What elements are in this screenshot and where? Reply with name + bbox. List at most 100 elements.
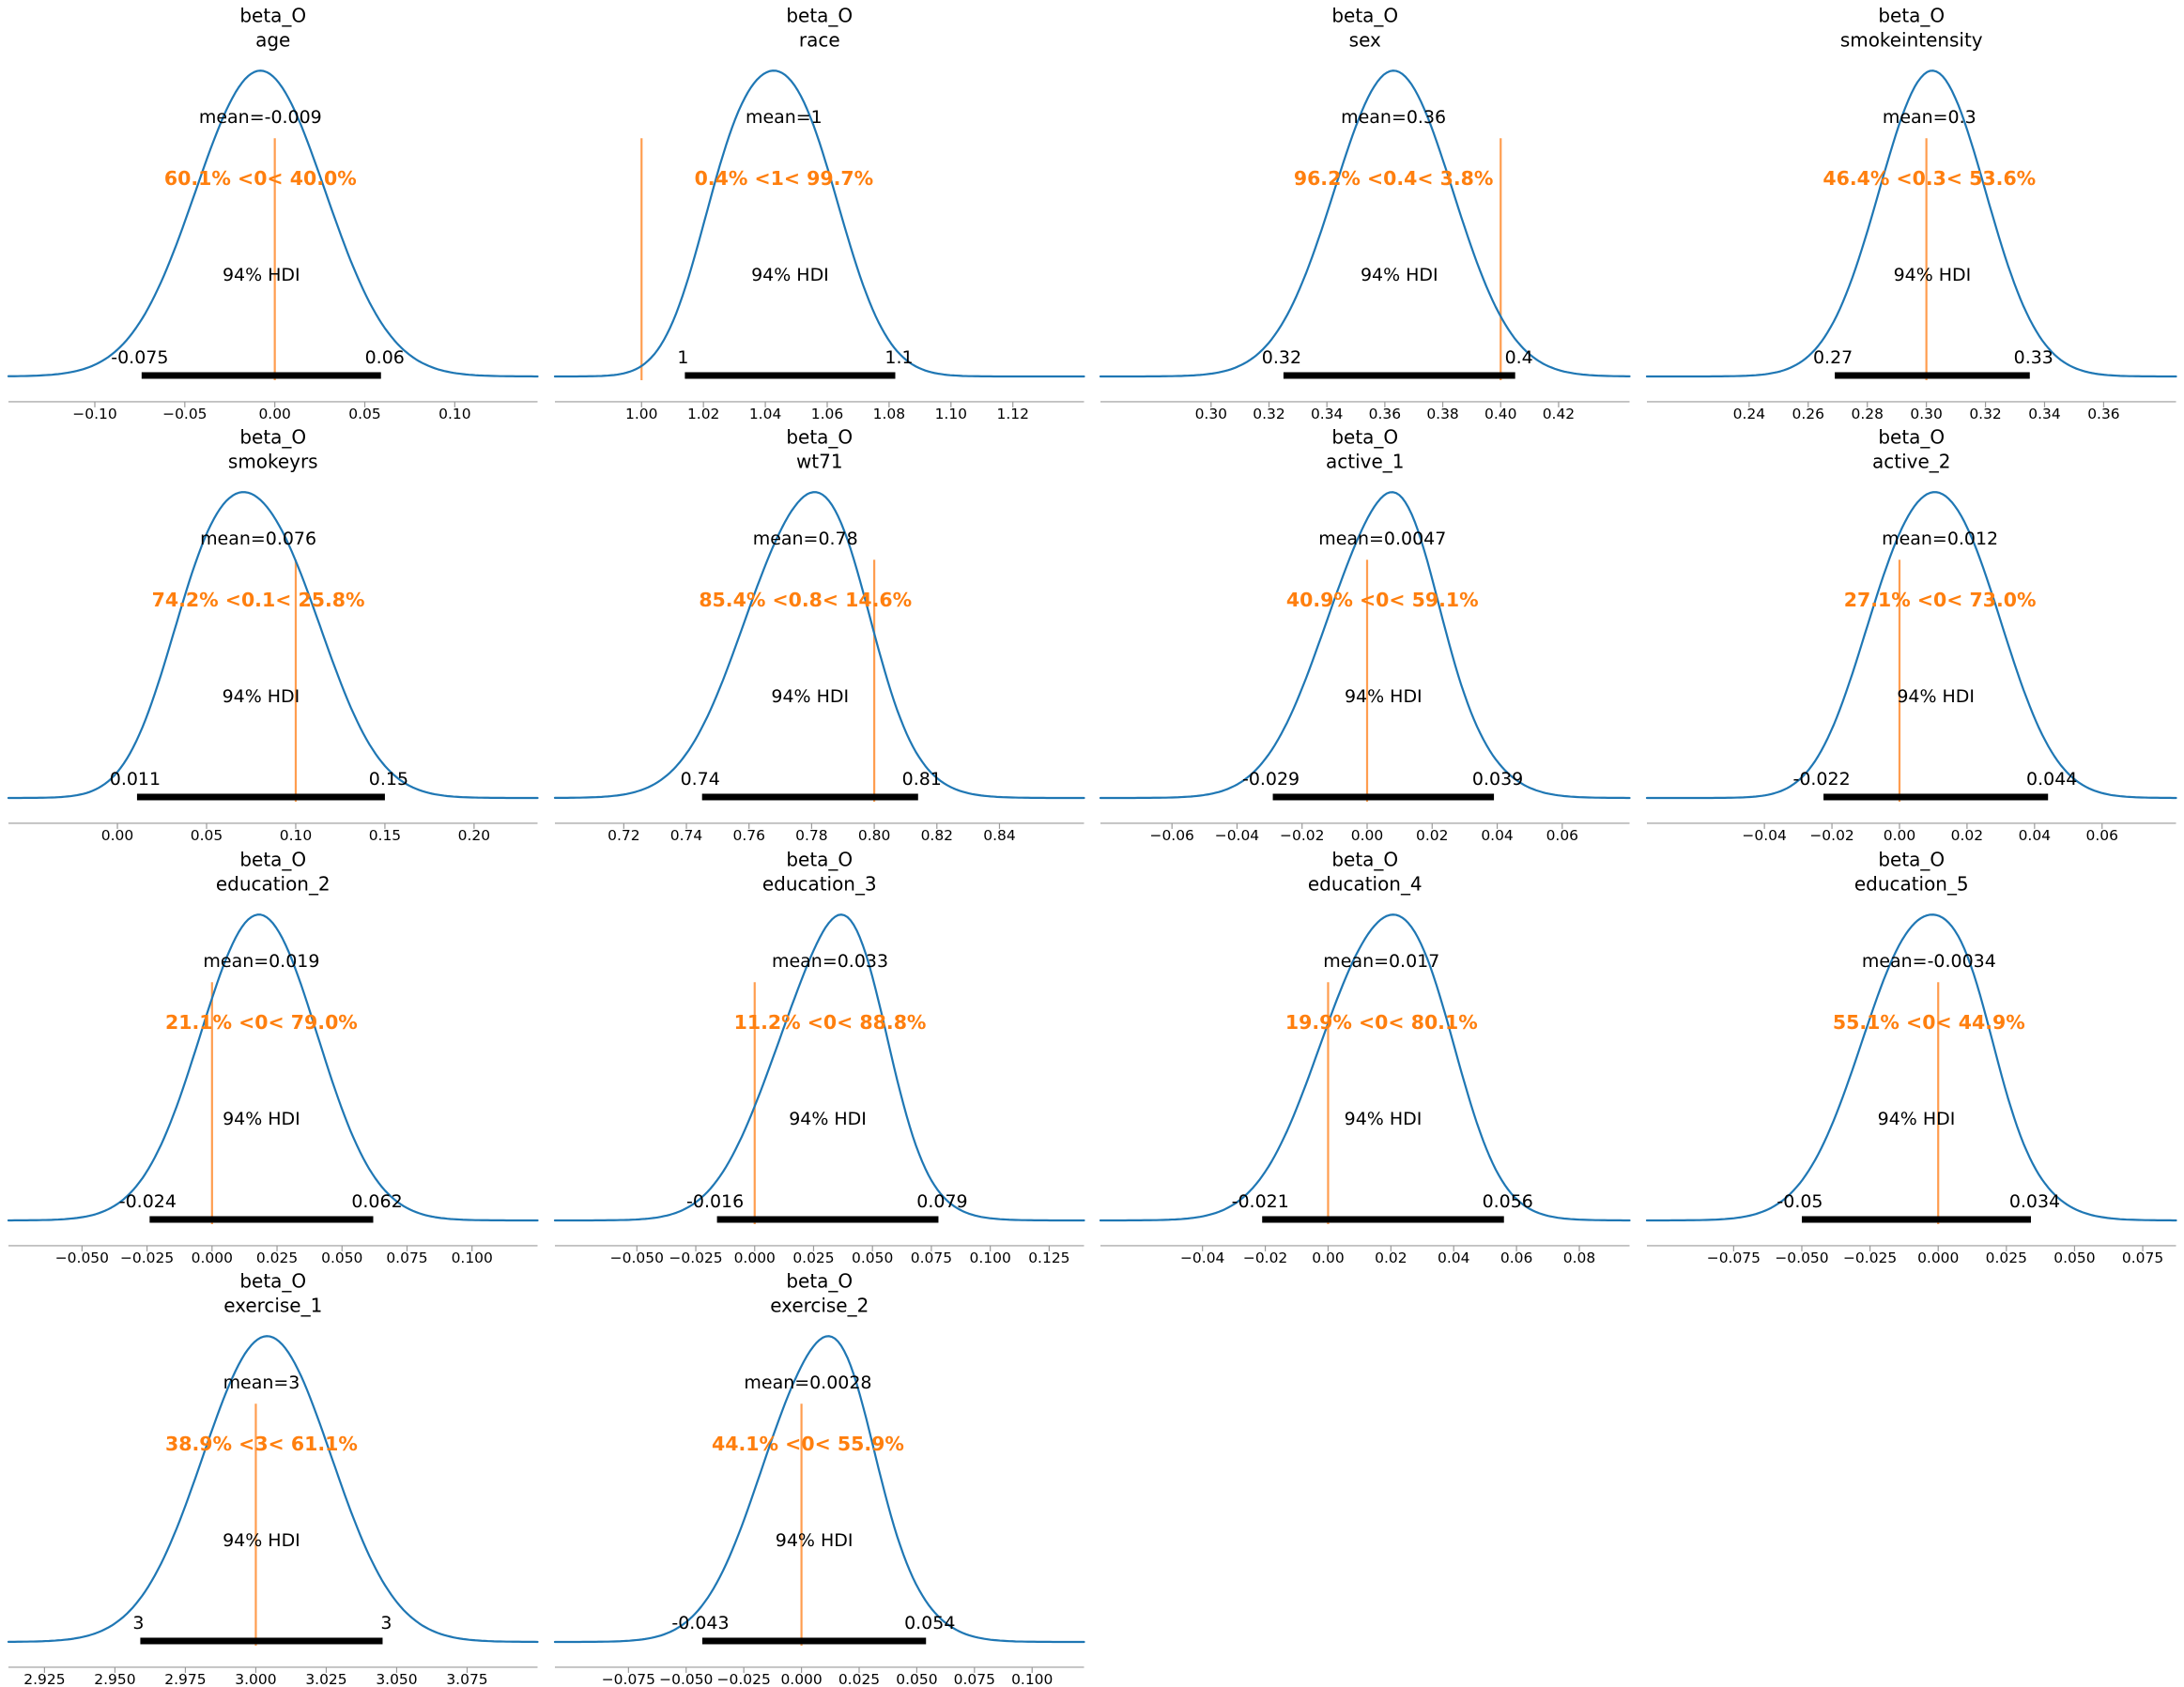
hdi-bar	[1272, 793, 1495, 801]
subplot-title-group: beta_O	[239, 4, 306, 26]
hdi-upper-value: 0.056	[1483, 1190, 1533, 1211]
x-tick-label: 0.10	[280, 827, 312, 844]
x-tick-label: 0.000	[780, 1671, 822, 1687]
hdi-lower-value: 3	[132, 1613, 144, 1633]
hdi-lower-value: 1	[677, 347, 688, 368]
hdi-bar	[701, 1637, 926, 1645]
x-tick-label: 0.025	[1985, 1249, 2026, 1265]
density-curve	[1099, 913, 1631, 1221]
subplot-canvas: −0.04 −0.02 0.00 0.02 0.04 0.06 0.08 beta_Oeduc…	[1099, 848, 1631, 1265]
subplot-title-group: beta_O	[786, 426, 853, 449]
x-tick-label: 3.075	[446, 1671, 487, 1687]
ref-probability-label: 40.9% <0< 59.1%	[1286, 589, 1479, 611]
subplot-title-param: smokeyrs	[228, 451, 318, 473]
hdi-upper-value: 3	[380, 1613, 392, 1633]
subplot-title-param: smokeintensity	[1839, 28, 1982, 51]
posterior-subplot-active_2: −0.04 −0.02 0.00 0.02 0.04 0.06 beta_O active_2…	[1638, 422, 2184, 844]
mean-label: mean=0.3	[1882, 107, 1976, 128]
ref-probability-label: 21.1% <0< 79.0%	[165, 1011, 358, 1034]
x-tick-label: 1.06	[810, 406, 842, 422]
x-tick-label: 0.32	[1969, 406, 2001, 422]
mean-label: mean=-0.009	[199, 107, 322, 128]
x-tick-label: 0.05	[348, 406, 380, 422]
density-curve	[1099, 491, 1631, 800]
density-curve	[7, 491, 539, 800]
x-tick-label: 0.26	[1792, 406, 1823, 422]
subplot-title-group: beta_O	[1331, 848, 1398, 870]
hdi-upper-value: 0.15	[369, 769, 408, 790]
ref-probability-label: 60.1% <0< 40.0%	[164, 167, 357, 190]
ref-probability-label: 46.4% <0.3< 53.6%	[1823, 167, 2036, 190]
ref-probability-label: 27.1% <0< 73.0%	[1843, 589, 2036, 611]
x-tick-label: −0.02	[1280, 827, 1324, 844]
subplot-title-group: beta_O	[786, 1269, 853, 1292]
x-tick-label: −0.02	[1243, 1249, 1287, 1265]
hdi-lower-value: -0.05	[1776, 1190, 1823, 1211]
subplot-canvas: 2.925 2.950 2.975 3.000 3.025 3.050 3.075 beta_…	[7, 1269, 539, 1687]
x-tick-label: 0.050	[896, 1671, 937, 1687]
hdi-bar	[1283, 372, 1515, 379]
x-tick-label: −0.025	[669, 1249, 722, 1265]
x-tick-label: 3.000	[235, 1671, 276, 1687]
hdi-label: 94% HDI	[1893, 265, 1971, 285]
subplot-title-param: exercise_1	[223, 1294, 322, 1316]
posterior-subplot-active_1: −0.06 −0.04 −0.02 0.00 0.02 0.04 0.06 beta_O act…	[1092, 422, 1638, 844]
x-tick-label: 0.04	[1438, 1249, 1469, 1265]
x-tick-label: 1.00	[625, 406, 657, 422]
posterior-subplot-education_3: −0.050 −0.025 0.000 0.025 0.050 0.075 0.100 0.1…	[546, 844, 1093, 1265]
hdi-label: 94% HDI	[1345, 686, 1423, 707]
x-tick-label: −0.025	[1842, 1249, 1896, 1265]
x-tick-label: 0.025	[256, 1249, 298, 1265]
posterior-subplot-exercise_2: −0.075 −0.050 −0.025 0.000 0.025 0.050 0.075 0.…	[546, 1265, 1093, 1687]
x-tick-label: 0.76	[732, 827, 764, 844]
x-tick-label: −0.05	[162, 406, 207, 422]
hdi-lower-value: 0.27	[1812, 347, 1852, 368]
hdi-lower-value: 0.011	[110, 769, 161, 790]
x-tick-label: −0.04	[1180, 1249, 1224, 1265]
x-tick-label: 0.28	[1851, 406, 1883, 422]
subplot-title-group: beta_O	[786, 848, 853, 870]
subplot-title-group: beta_O	[239, 426, 306, 449]
subplot-canvas: −0.04 −0.02 0.00 0.02 0.04 0.06 beta_Oactive_2…	[1645, 426, 2177, 844]
density-curve	[7, 69, 539, 378]
x-tick-label: 0.00	[258, 406, 290, 422]
x-tick-label: 0.06	[1500, 1249, 1532, 1265]
hdi-lower-value: -0.029	[1242, 769, 1300, 790]
hdi-label: 94% HDI	[789, 1109, 867, 1129]
x-tick-label: 0.80	[857, 827, 889, 844]
hdi-upper-value: 0.33	[2013, 347, 2053, 368]
x-tick-label: 0.05	[191, 827, 223, 844]
hdi-bar	[1801, 1215, 2031, 1222]
ref-probability-label: 74.2% <0.1< 25.8%	[152, 589, 365, 611]
x-tick-label: 0.02	[1375, 1249, 1407, 1265]
x-tick-label: 0.36	[2087, 406, 2119, 422]
ref-probability-label: 38.9% <3< 61.1%	[165, 1433, 358, 1455]
hdi-upper-value: 0.81	[901, 769, 941, 790]
mean-label: mean=1	[745, 107, 822, 128]
hdi-bar	[1262, 1215, 1504, 1222]
mean-label: mean=3	[223, 1373, 300, 1393]
x-tick-label: −0.050	[659, 1671, 713, 1687]
x-tick-label: −0.025	[716, 1671, 770, 1687]
x-tick-label: −0.050	[609, 1249, 663, 1265]
hdi-bar	[149, 1215, 374, 1222]
mean-label: mean=0.019	[203, 951, 319, 972]
x-tick-label: 0.050	[2053, 1249, 2095, 1265]
hdi-upper-value: 0.054	[904, 1613, 955, 1633]
hdi-upper-value: 0.034	[2008, 1190, 2059, 1211]
hdi-lower-value: -0.022	[1792, 769, 1850, 790]
x-tick-label: 0.84	[983, 827, 1015, 844]
x-tick-label: −0.10	[72, 406, 116, 422]
hdi-upper-value: 0.039	[1472, 769, 1523, 790]
x-tick-label: −0.02	[1809, 827, 1853, 844]
x-tick-label: 3.050	[376, 1671, 417, 1687]
x-tick-label: 1.04	[748, 406, 780, 422]
mean-label: mean=0.033	[772, 951, 888, 972]
mean-label: mean=0.076	[200, 529, 316, 549]
ref-probability-label: 85.4% <0.8< 14.6%	[699, 589, 912, 611]
x-tick-label: 0.36	[1369, 406, 1401, 422]
hdi-bar	[1823, 793, 2048, 801]
